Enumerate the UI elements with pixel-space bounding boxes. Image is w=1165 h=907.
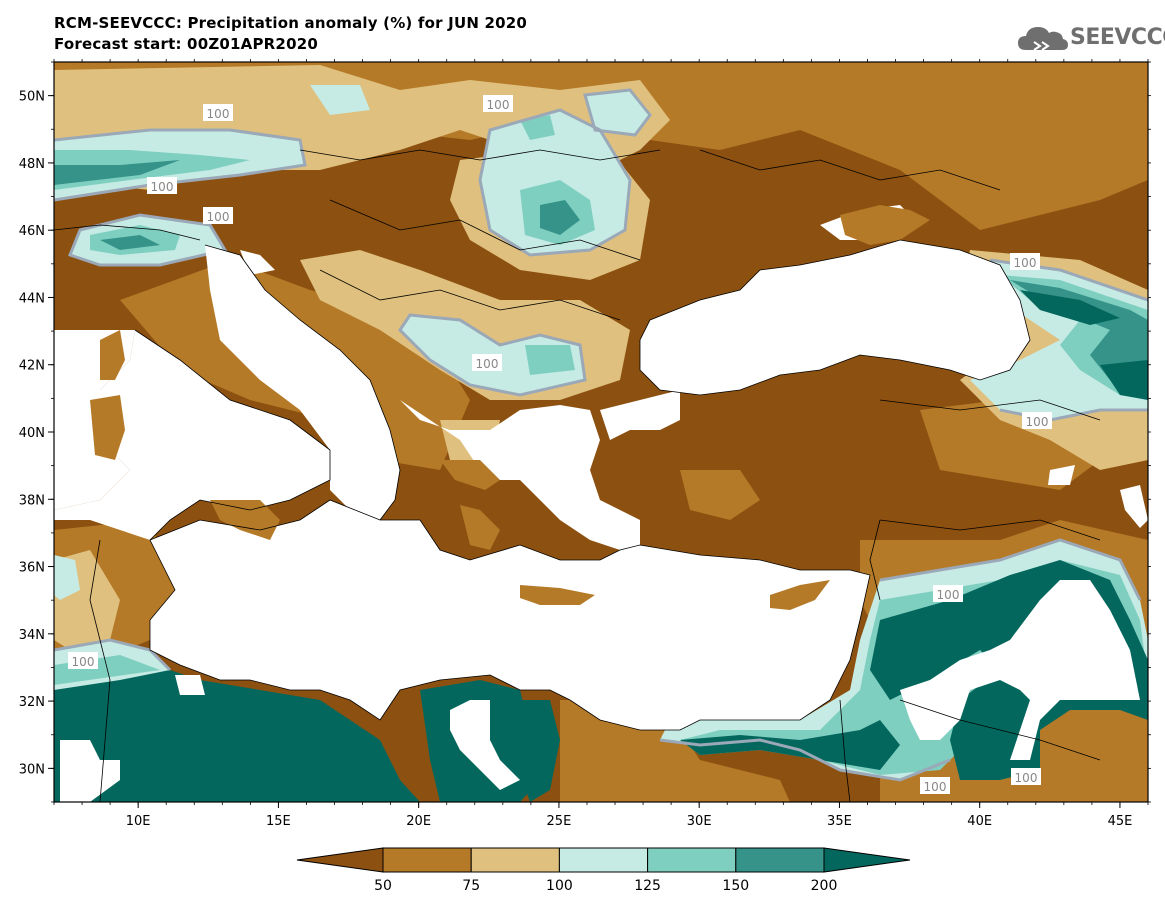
contour-label-box: [1022, 412, 1052, 429]
lat-tick-label: 42N: [19, 359, 45, 374]
cloud-icon: [1018, 27, 1068, 51]
contour-label: 100: [924, 780, 947, 794]
lon-tick-label: 35E: [827, 814, 852, 829]
contour-label: 100: [937, 588, 960, 602]
lat-tick-label: 46N: [19, 224, 45, 239]
colorbar-swatch: [735, 847, 825, 873]
map-title: RCM-SEEVCCC: Precipitation anomaly (%) f…: [54, 14, 528, 32]
contour-label-box: [68, 652, 98, 669]
colorbar-swatch: [382, 847, 472, 873]
colorbar-label: 100: [546, 878, 573, 894]
contour-label-box: [1010, 253, 1040, 270]
lat-tick-label: 32N: [19, 695, 45, 710]
lon-tick-label: 25E: [547, 814, 572, 829]
colorbar-swatch: [558, 847, 649, 873]
lat-tick-label: 48N: [19, 157, 45, 172]
lon-tick-label: 45E: [1108, 814, 1133, 829]
lon-tick-label: 30E: [687, 814, 712, 829]
colorbar-swatch: [647, 847, 737, 873]
lat-tick-label: 50N: [19, 90, 45, 105]
lon-tick-label: 20E: [406, 814, 431, 829]
colorbar: 50 75 100 125 150 200: [296, 847, 911, 894]
colorbar-high-triangle: [823, 847, 911, 873]
country-borders: [54, 149, 1101, 802]
lat-tick-label: 36N: [19, 561, 45, 576]
colorbar-label: 50: [374, 878, 392, 894]
lat-tick-label: 30N: [19, 762, 45, 777]
contour-label: 100: [487, 98, 510, 112]
contour-label-box: [483, 95, 513, 112]
contour-label: 100: [476, 357, 499, 371]
contour-label-box: [203, 104, 233, 121]
contour-label-box: [920, 777, 950, 794]
contour-100-lines: [54, 88, 1148, 782]
contour-label-box: [203, 207, 233, 224]
no-data-areas: [60, 465, 1148, 802]
lat-tick-label: 40N: [19, 426, 45, 441]
colorbar-label: 200: [811, 878, 838, 894]
contour-label: 100: [207, 210, 230, 224]
contour-label: 100: [207, 107, 230, 121]
anomaly-field-150-200: [54, 160, 1148, 390]
lon-tick-label: 15E: [266, 814, 291, 829]
contour-label-box: [472, 354, 502, 371]
map-field: 100 100 100 100 100 100 100 100 100 100 100: [54, 62, 1148, 802]
contour-label: 100: [151, 180, 174, 194]
contour-label: 100: [1014, 256, 1037, 270]
logo-text: SEEVCCC: [1070, 25, 1165, 50]
contour-labels: 100 100 100 100 100 100 100 100 100 100 100: [68, 95, 1052, 794]
colorbar-label: 75: [462, 878, 480, 894]
seevccc-logo: SEEVCCC: [1016, 22, 1165, 54]
colorbar-swatch: [470, 847, 560, 873]
colorbar-label: 125: [634, 878, 661, 894]
lat-tick-label: 44N: [19, 291, 45, 306]
latitude-axis: 50N 48N 46N 44N 42N 40N 38N 36N 34N 32N 30N: [19, 61, 1151, 803]
lon-tick-label: 40E: [967, 814, 992, 829]
contour-label: 100: [72, 655, 95, 669]
contour-label-box: [147, 177, 177, 194]
contour-label: 100: [1015, 771, 1038, 785]
island-land: [90, 205, 930, 610]
contour-label-box: [1011, 768, 1041, 785]
colorbar-label: 150: [722, 878, 749, 894]
lat-tick-label: 38N: [19, 493, 45, 508]
contour-label: 100: [1026, 415, 1049, 429]
colorbar-low-triangle: [296, 847, 384, 873]
longitude-axis: 10E 15E 20E 25E 30E 35E 40E 45E: [53, 59, 1149, 829]
lon-tick-label: 10E: [126, 814, 151, 829]
lat-tick-label: 34N: [19, 628, 45, 643]
forecast-start: Forecast start: 00Z01APR2020: [54, 35, 318, 53]
contour-label-box: [933, 585, 963, 602]
